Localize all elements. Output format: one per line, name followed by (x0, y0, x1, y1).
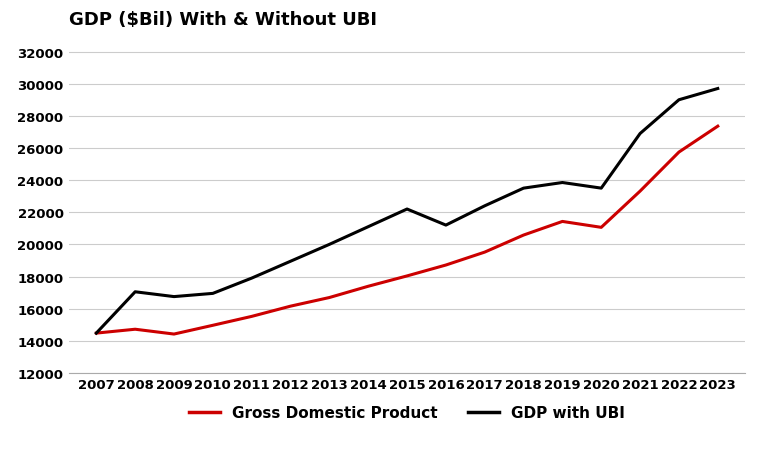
Text: GDP ($Bil) With & Without UBI: GDP ($Bil) With & Without UBI (69, 11, 377, 29)
Legend: Gross Domestic Product, GDP with UBI: Gross Domestic Product, GDP with UBI (183, 399, 631, 426)
